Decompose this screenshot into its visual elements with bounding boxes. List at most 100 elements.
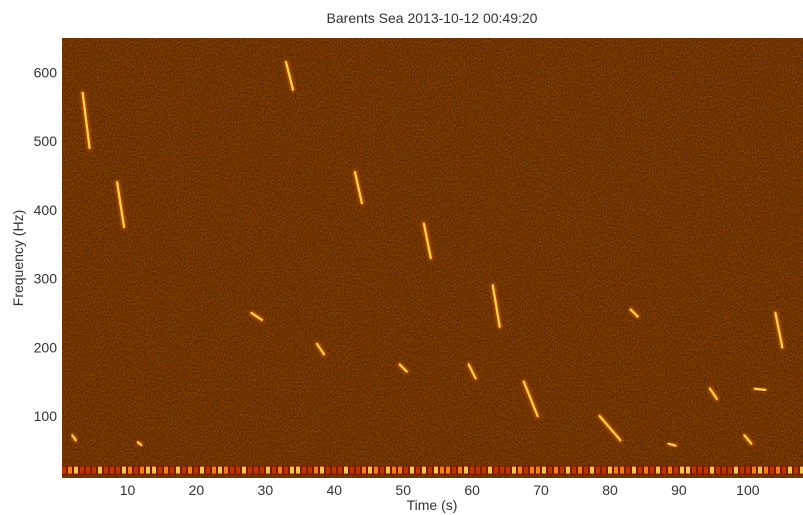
band-segment: [800, 466, 803, 474]
x-axis: 10 20 30 40 50 60 70 80 90 100: [120, 482, 760, 498]
band-segment: [692, 466, 696, 474]
x-tick-label: 70: [533, 482, 549, 498]
band-segment: [416, 466, 420, 474]
low-frequency-band: [62, 465, 803, 475]
band-segment: [596, 466, 600, 474]
band-segment: [470, 466, 474, 474]
band-segment: [572, 466, 576, 474]
band-segment: [452, 466, 456, 474]
call-mark: [667, 442, 677, 447]
band-segment: [794, 466, 798, 474]
call-mark: [250, 311, 263, 321]
band-segment: [788, 466, 792, 474]
band-segment: [62, 466, 66, 474]
band-segment: [98, 466, 102, 474]
band-segment: [446, 466, 450, 474]
x-tick-label: 100: [736, 482, 760, 498]
band-segment: [650, 466, 654, 474]
call-mark: [116, 181, 126, 229]
band-segment: [584, 466, 588, 474]
band-segment: [140, 466, 144, 474]
calls-layer: [69, 59, 785, 449]
band-segment: [410, 466, 414, 474]
band-segment: [770, 466, 774, 474]
band-segment: [494, 466, 498, 474]
band-segment: [338, 466, 342, 474]
band-segment: [182, 466, 186, 474]
band-segment: [266, 466, 270, 474]
plot-area: [62, 38, 803, 478]
band-segment: [476, 466, 480, 474]
band-segment: [206, 466, 210, 474]
call-mark: [743, 434, 753, 445]
band-segment: [218, 466, 222, 474]
band-segment: [260, 466, 264, 474]
band-segment: [662, 466, 666, 474]
call-mark: [398, 363, 408, 373]
x-tick-label: 90: [671, 482, 687, 498]
band-segment: [326, 466, 330, 474]
band-segment: [590, 466, 594, 474]
band-segment: [158, 466, 162, 474]
band-segment: [290, 466, 294, 474]
band-segment: [320, 466, 324, 474]
band-segment: [632, 466, 636, 474]
band-segment: [314, 466, 318, 474]
band-segment: [374, 466, 378, 474]
band-segment: [746, 466, 750, 474]
band-segment: [344, 466, 348, 474]
x-tick-label: 60: [464, 482, 480, 498]
band-segment: [752, 466, 756, 474]
band-segment: [302, 466, 306, 474]
y-tick-label: 200: [34, 339, 58, 355]
band-segment: [428, 466, 432, 474]
band-segment: [404, 466, 408, 474]
band-segment: [380, 466, 384, 474]
call-mark: [774, 311, 784, 349]
band-segment: [698, 466, 702, 474]
band-segment: [740, 466, 744, 474]
band-segment: [440, 466, 444, 474]
band-segment: [254, 466, 258, 474]
band-segment: [506, 466, 510, 474]
band-segment: [170, 466, 174, 474]
band-segment: [674, 466, 678, 474]
band-segment: [518, 466, 522, 474]
band-segment: [728, 466, 732, 474]
x-axis-title: Time (s): [407, 497, 458, 513]
band-segment: [242, 466, 246, 474]
call-mark: [708, 387, 718, 401]
band-segment: [578, 466, 582, 474]
y-tick-label: 100: [34, 408, 58, 424]
band-segment: [308, 466, 312, 474]
band-segment: [776, 466, 780, 474]
band-segment: [398, 466, 402, 474]
band-segment: [284, 466, 288, 474]
band-segment: [230, 466, 234, 474]
band-segment: [710, 466, 714, 474]
band-segment: [512, 466, 516, 474]
band-segment: [152, 466, 156, 474]
band-segment: [716, 466, 720, 474]
band-segment: [68, 466, 72, 474]
band-segment: [668, 466, 672, 474]
band-segment: [164, 466, 168, 474]
band-segment: [656, 466, 660, 474]
band-segment: [368, 466, 372, 474]
band-segment: [758, 466, 762, 474]
x-tick-label: 40: [326, 482, 342, 498]
y-tick-label: 400: [34, 202, 58, 218]
band-segment: [188, 466, 192, 474]
band-segment: [500, 466, 504, 474]
band-segment: [146, 466, 150, 474]
y-tick-label: 500: [34, 133, 58, 149]
band-segment: [362, 466, 366, 474]
band-segment: [608, 466, 612, 474]
band-segment: [722, 466, 726, 474]
y-tick-label: 300: [34, 271, 58, 287]
band-segment: [224, 466, 228, 474]
band-segment: [92, 466, 96, 474]
band-segment: [278, 466, 282, 474]
band-segment: [680, 466, 684, 474]
band-segment: [644, 466, 648, 474]
